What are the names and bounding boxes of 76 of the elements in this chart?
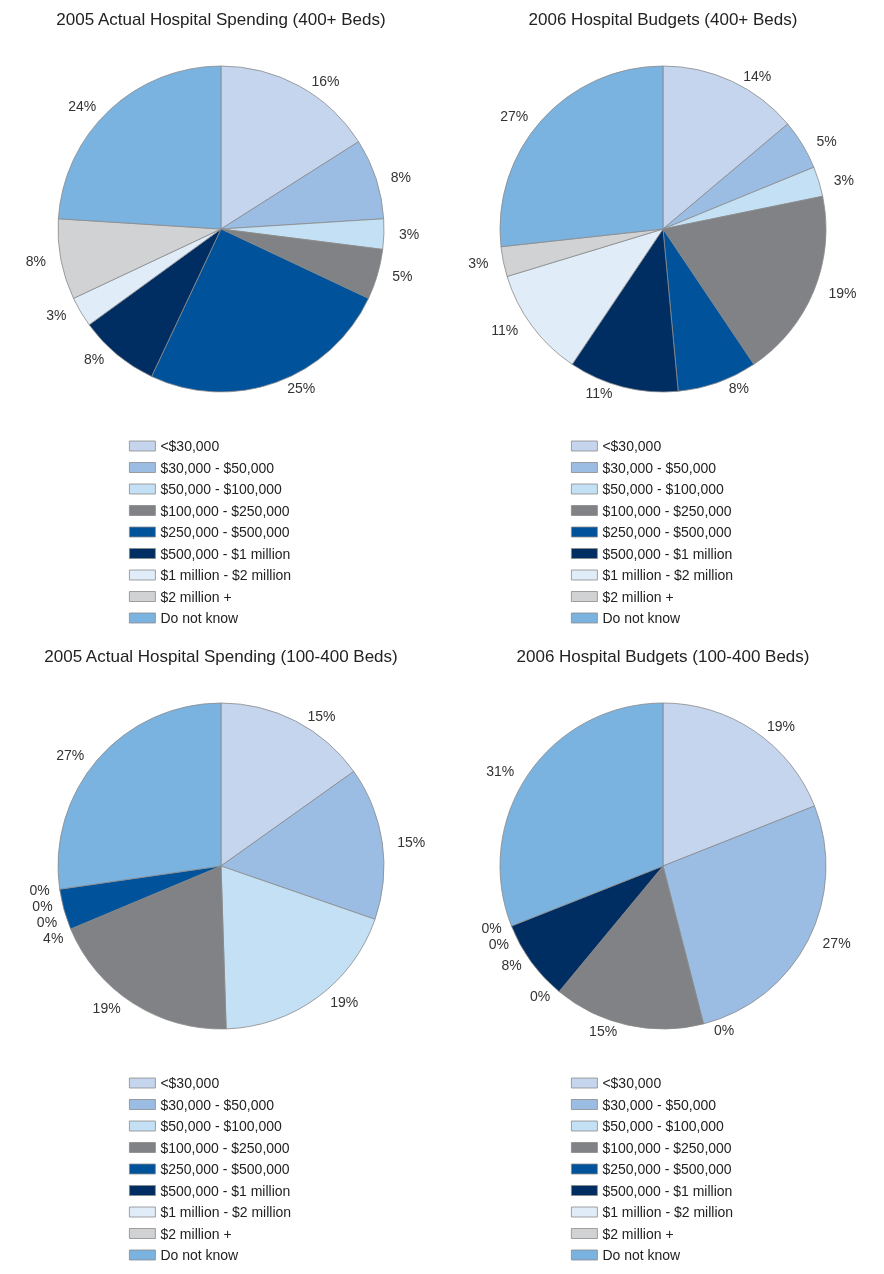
- legend-label: $50,000 - $100,000: [160, 1118, 283, 1134]
- text: 0%: [36, 914, 58, 931]
- legend-label: $100,000 - $250,000: [160, 1139, 290, 1156]
- chart-title: 2006 Hospital Budgets (100-400 Beds): [516, 647, 810, 666]
- legend-label: <$30,000: [602, 1075, 662, 1091]
- legend-label: $1 million - $2 million: [160, 567, 292, 583]
- legend-label: $250,000 - $500,000: [160, 1161, 290, 1177]
- data-label: 19%: [330, 994, 359, 1011]
- legend-label: $1 million - $2 million: [602, 567, 734, 583]
- legend-label: $2 million +: [602, 588, 674, 605]
- data-label: 31%: [486, 763, 515, 780]
- legend-label: $2 million +: [160, 588, 232, 605]
- legend-label: $250,000 - $500,000: [602, 524, 732, 540]
- data-label: 27%: [500, 108, 529, 125]
- data-label: 25%: [287, 380, 316, 397]
- legend-label: <$30,000: [160, 1075, 220, 1091]
- legend-label: $100,000 - $250,000: [602, 1139, 732, 1156]
- legend-label: $30,000 - $50,000: [160, 459, 275, 476]
- data-label: 8%: [728, 380, 749, 397]
- data-label: 8%: [84, 351, 105, 368]
- legend-label: $500,000 - $1 million: [602, 545, 733, 562]
- data-label: 5%: [392, 268, 413, 285]
- legend-label: $30,000 - $50,000: [602, 459, 717, 476]
- legend-label: Do not know: [602, 1247, 682, 1263]
- legend-label: $500,000 - $1 million: [602, 1182, 733, 1199]
- data-label: 8%: [390, 168, 411, 185]
- legend-label: Do not know: [160, 610, 240, 626]
- legend-label: $2 million +: [160, 1225, 232, 1242]
- data-label: 15%: [397, 833, 426, 850]
- data-label: 11%: [491, 321, 519, 338]
- data-label: 19%: [92, 1000, 121, 1017]
- data-label: 27%: [56, 747, 85, 764]
- legend-label: $50,000 - $100,000: [602, 1118, 725, 1134]
- legend-label: $30,000 - $50,000: [602, 1096, 717, 1113]
- legend-label: <$30,000: [602, 438, 662, 454]
- chart-title: 2005 Actual Hospital Spending (400+ Beds): [56, 10, 386, 29]
- legend-label: $1 million - $2 million: [160, 1204, 292, 1220]
- chart-title: 2005 Actual Hospital Spending (100-400 Beds): [44, 647, 398, 666]
- legend-label: $100,000 - $250,000: [602, 502, 732, 519]
- text: 0%: [714, 1021, 735, 1038]
- legend-label: $50,000 - $100,000: [160, 481, 283, 497]
- data-label: 3%: [468, 254, 489, 271]
- data-label: 19%: [828, 285, 857, 302]
- legend-label: $2 million +: [602, 1225, 674, 1242]
- data-label: 5%: [816, 133, 837, 150]
- legend-label: $50,000 - $100,000: [602, 481, 725, 497]
- legend-label: Do not know: [160, 1247, 240, 1263]
- data-label: 16%: [311, 72, 340, 89]
- data-label: 8%: [25, 252, 46, 269]
- data-label: 3%: [46, 307, 67, 324]
- legend-label: $100,000 - $250,000: [160, 502, 290, 519]
- legend-label: $250,000 - $500,000: [602, 1161, 732, 1177]
- legend-label: Do not know: [602, 610, 682, 626]
- data-label: 27%: [822, 934, 851, 951]
- legend-label: $1 million - $2 million: [602, 1204, 734, 1220]
- text: 0%: [481, 920, 502, 937]
- data-label: 4%: [43, 930, 64, 947]
- data-label: 14%: [743, 67, 772, 84]
- data-label: 24%: [68, 97, 97, 114]
- legend-label: $30,000 - $50,000: [160, 1096, 275, 1113]
- data-label: 19%: [766, 718, 796, 735]
- text: 0%: [32, 898, 53, 915]
- legend-label: $500,000 - $1 million: [160, 545, 291, 562]
- text: 0%: [529, 988, 551, 1005]
- data-label: 3%: [833, 171, 854, 188]
- data-label: 11%: [585, 384, 613, 401]
- legend-label: $500,000 - $1 million: [160, 1182, 291, 1199]
- data-label: 3%: [398, 226, 420, 243]
- text: 0%: [29, 882, 50, 899]
- data-label: 15%: [589, 1022, 618, 1039]
- text: 0%: [488, 936, 509, 953]
- data-label: 15%: [307, 707, 336, 724]
- legend-label: $250,000 - $500,000: [160, 524, 290, 540]
- data-label: 8%: [501, 957, 522, 974]
- chart-title: 2006 Hospital Budgets (400+ Beds): [528, 10, 798, 29]
- legend-label: <$30,000: [160, 438, 220, 454]
